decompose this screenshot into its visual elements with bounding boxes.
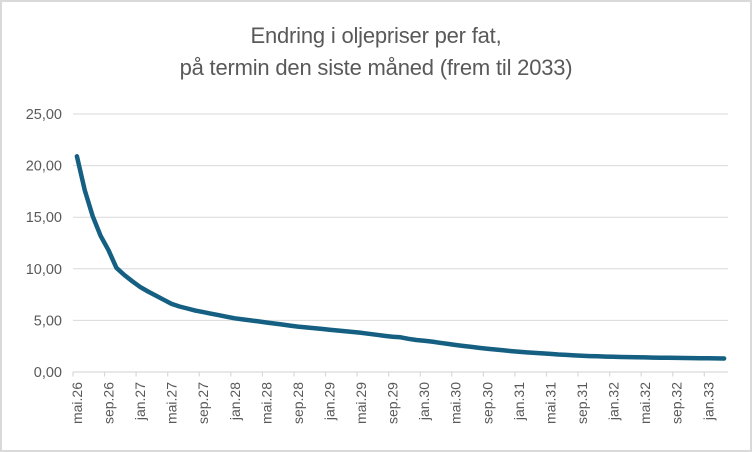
chart-title: Endring i oljepriser per fat, på termin … [0,20,752,84]
chart-title-line-2: på termin den siste måned (frem til 2033… [179,55,573,80]
y-axis-tick-label: 25,00 [26,107,62,123]
x-axis-tick-label: jan.29 [321,382,337,421]
x-axis-tick-label: sep.26 [101,382,117,424]
x-axis-tick-label: sep.28 [290,382,306,424]
x-axis-tick-label: mai.30 [448,382,464,424]
x-axis-tick-label: mai.26 [69,382,85,424]
y-axis-tick-label: 20,00 [26,159,62,175]
data-series-line [74,154,727,361]
x-axis-tick-label: jan.27 [132,382,148,421]
x-axis-tick-label: mai.27 [164,382,180,424]
y-axis-tick-label: 5,00 [34,313,62,329]
x-axis-tick-label: mai.28 [258,382,274,424]
x-axis-tick-label: mai.29 [353,382,369,424]
x-axis-tick-label: sep.32 [669,382,685,424]
x-axis-tick-label: jan.28 [227,382,243,421]
x-axis-tick-label: mai.31 [542,382,558,424]
y-axis-tick-label: 10,00 [26,262,62,278]
x-axis-tick-label: sep.31 [574,382,590,424]
x-axis-tick-label: sep.30 [479,382,495,424]
x-axis-tick-label: jan.32 [606,382,622,421]
x-axis-tick-label: jan.33 [700,382,716,421]
x-axis-tick-label: sep.29 [385,382,401,424]
x-axis-tick-label: jan.31 [511,382,527,421]
chart-title-line-1: Endring i oljepriser per fat, [250,23,502,48]
y-axis-tick-label: 0,00 [34,365,62,381]
x-axis-tick-label: sep.27 [195,382,211,424]
x-axis-tick-label: mai.32 [637,382,653,424]
y-axis-tick-label: 15,00 [26,210,62,226]
x-axis-tick-label: jan.30 [416,382,432,421]
